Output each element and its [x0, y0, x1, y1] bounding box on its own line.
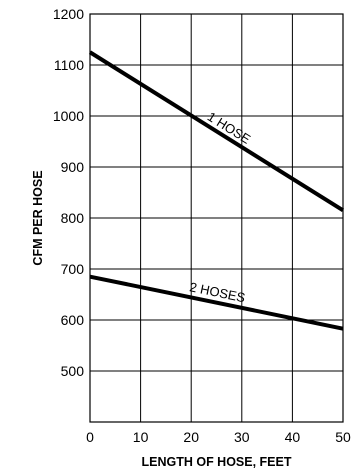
y-tick-1200: 1200: [53, 6, 84, 22]
y-tick-1100: 1100: [54, 57, 84, 73]
series-line-2-hoses: [89, 274, 344, 331]
x-tick-40: 40: [285, 429, 301, 445]
y-tick-1000: 1000: [53, 108, 84, 124]
y-tick-600: 600: [61, 312, 85, 328]
y-tick-labels: 500 600 700 800 900 1000 1100 1200: [53, 6, 84, 379]
y-tick-900: 900: [61, 159, 85, 175]
x-tick-0: 0: [86, 429, 94, 445]
x-tick-20: 20: [183, 429, 199, 445]
y-tick-700: 700: [61, 261, 85, 277]
series-layer: [88, 50, 345, 331]
series-line-1-hose: [88, 50, 345, 213]
plot-frame: [89, 13, 344, 423]
x-axis-label: LENGTH OF HOSE, FEET: [141, 455, 291, 469]
x-tick-30: 30: [234, 429, 250, 445]
y-tick-800: 800: [61, 210, 85, 226]
y-axis-label: CFM PER HOSE: [31, 170, 45, 265]
x-tick-labels: 0 10 20 30 40 50: [86, 429, 351, 445]
x-tick-50: 50: [335, 429, 351, 445]
y-tick-500: 500: [61, 363, 85, 379]
x-tick-10: 10: [133, 429, 149, 445]
